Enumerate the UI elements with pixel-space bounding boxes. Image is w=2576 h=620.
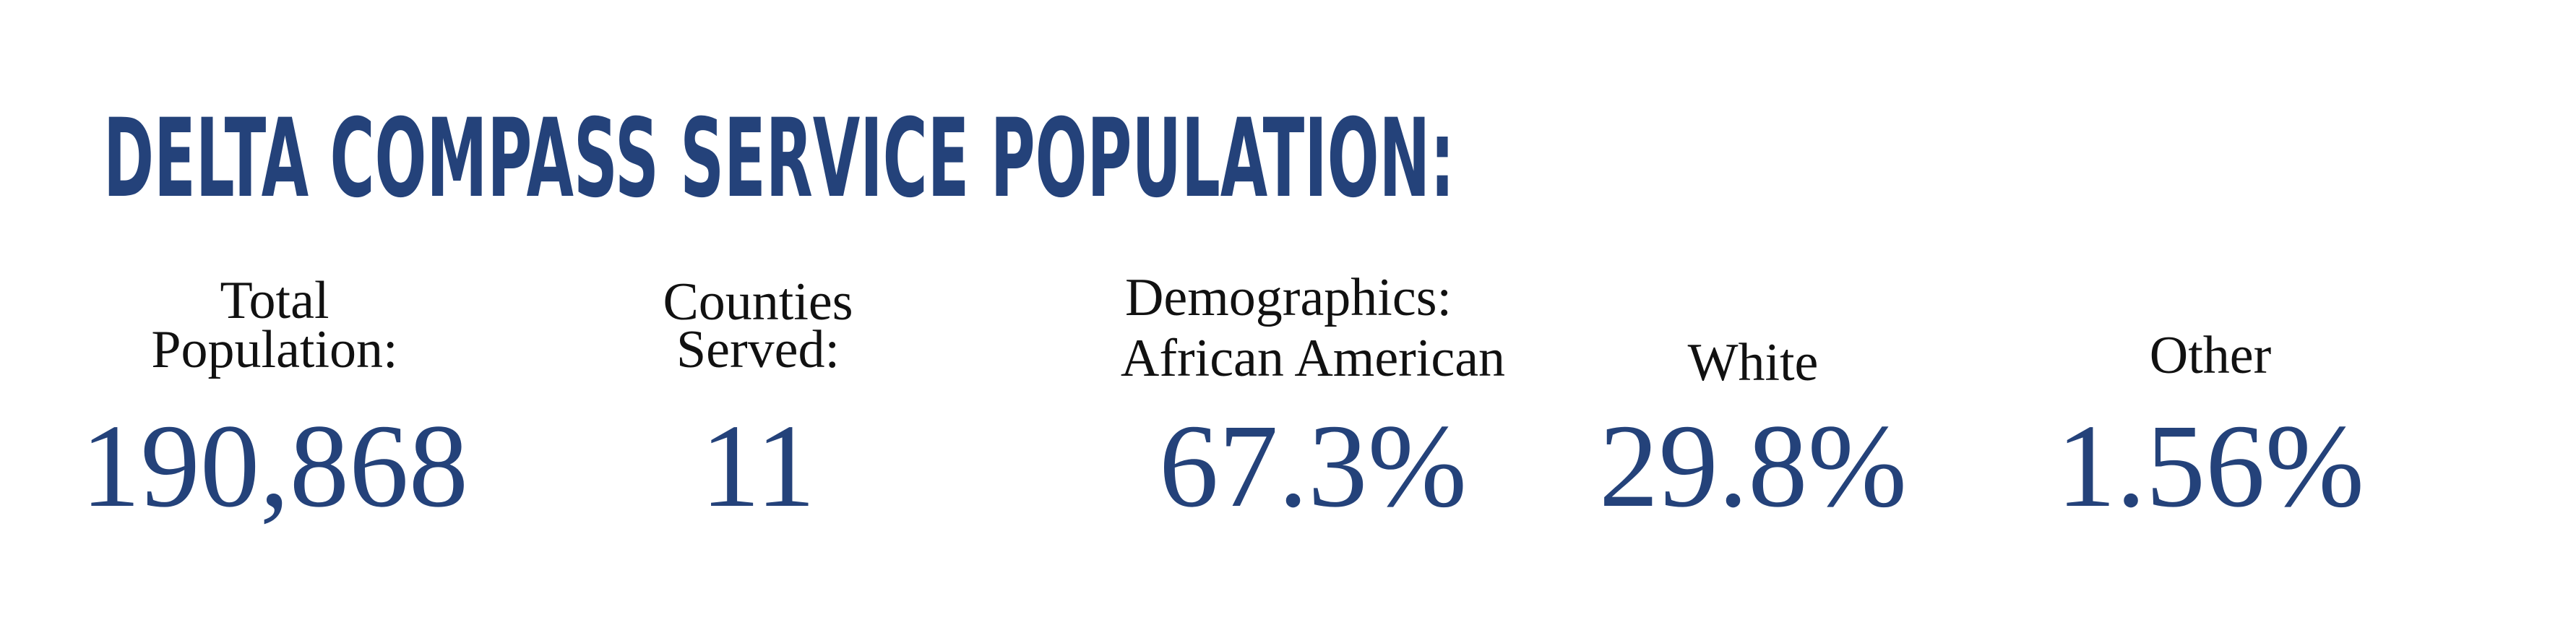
group-value: 29.8% <box>1599 400 1907 532</box>
stat-label: Served: <box>676 320 840 379</box>
group-label: Other <box>2150 326 2272 385</box>
group-value: 67.3% <box>1159 400 1467 532</box>
stat-label: Total <box>220 271 329 330</box>
demographics-label: Demographics: <box>1125 268 1452 327</box>
title: DELTA COMPASS SERVICE POPULATION: <box>103 96 1455 222</box>
group-label: White <box>1688 333 1819 392</box>
group-value: 1.56% <box>2056 400 2364 532</box>
group-label: African American <box>1121 329 1505 388</box>
stat-label: Population: <box>151 320 397 379</box>
stat-value: 190,868 <box>81 400 468 532</box>
stat-label: Counties <box>663 272 853 332</box>
stat-value: 11 <box>701 400 816 532</box>
